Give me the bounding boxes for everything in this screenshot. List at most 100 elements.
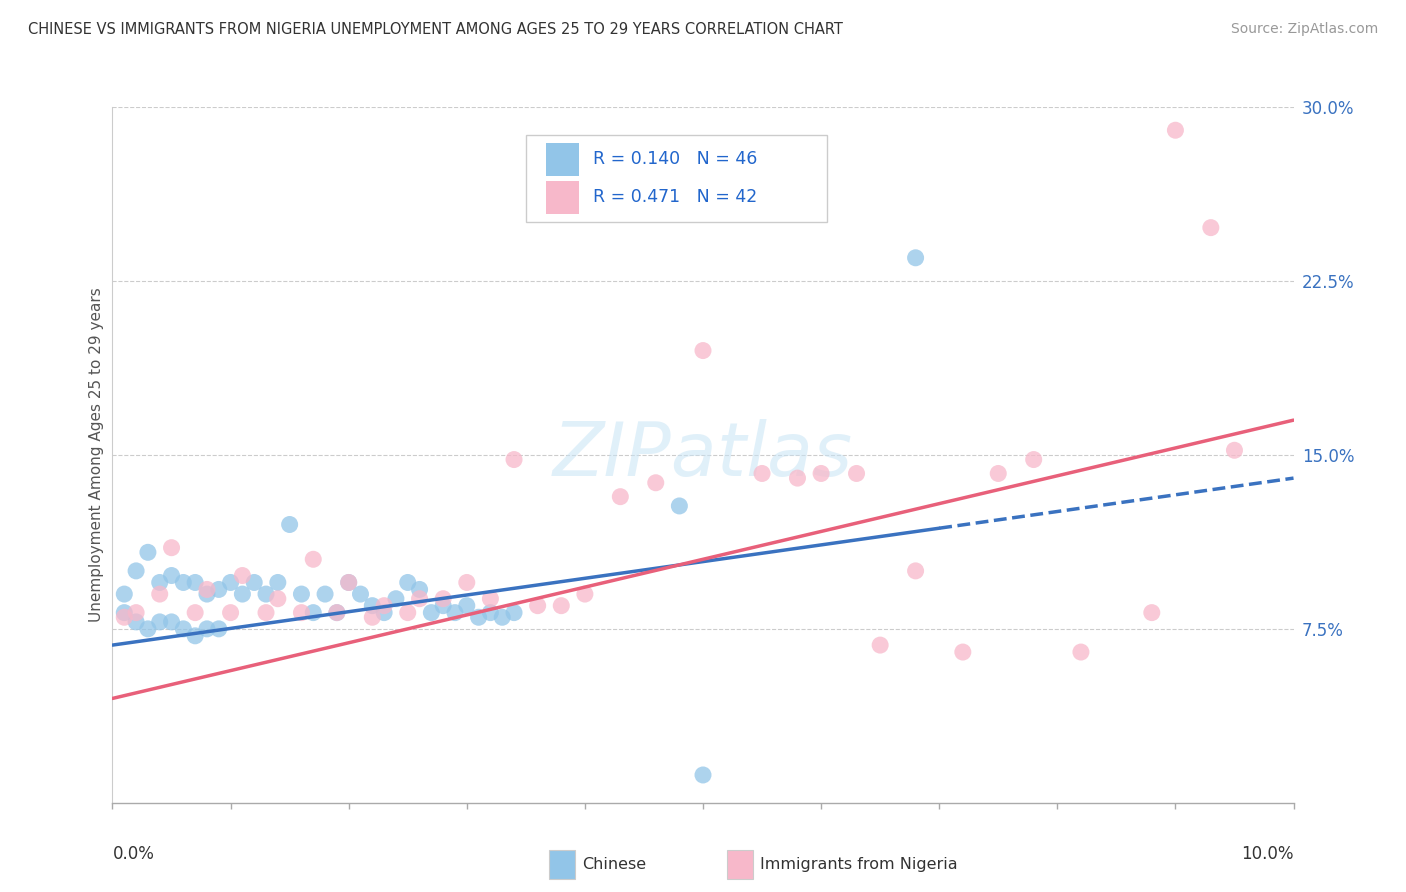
Point bbox=[136, 545, 159, 559]
Point bbox=[491, 610, 513, 624]
Point bbox=[668, 499, 690, 513]
Point bbox=[1070, 645, 1092, 659]
Point bbox=[112, 606, 135, 620]
FancyBboxPatch shape bbox=[546, 143, 579, 176]
Point bbox=[184, 606, 207, 620]
Point bbox=[869, 638, 891, 652]
FancyBboxPatch shape bbox=[546, 181, 579, 214]
Point bbox=[526, 599, 548, 613]
Point bbox=[172, 575, 194, 590]
Point bbox=[160, 615, 183, 629]
Point bbox=[160, 541, 183, 555]
Point bbox=[432, 599, 454, 613]
Point bbox=[314, 587, 336, 601]
Point bbox=[1140, 606, 1163, 620]
Point bbox=[337, 575, 360, 590]
FancyBboxPatch shape bbox=[526, 135, 827, 222]
Text: CHINESE VS IMMIGRANTS FROM NIGERIA UNEMPLOYMENT AMONG AGES 25 TO 29 YEARS CORREL: CHINESE VS IMMIGRANTS FROM NIGERIA UNEMP… bbox=[28, 22, 844, 37]
Point bbox=[1199, 220, 1222, 235]
Point bbox=[692, 343, 714, 358]
Point bbox=[267, 591, 290, 606]
Point bbox=[361, 610, 384, 624]
Point bbox=[326, 606, 349, 620]
Point bbox=[786, 471, 808, 485]
Point bbox=[396, 606, 419, 620]
Point bbox=[456, 599, 478, 613]
FancyBboxPatch shape bbox=[550, 850, 575, 880]
Point bbox=[904, 564, 927, 578]
Text: Source: ZipAtlas.com: Source: ZipAtlas.com bbox=[1230, 22, 1378, 37]
Point bbox=[987, 467, 1010, 481]
Point bbox=[467, 610, 489, 624]
Point bbox=[160, 568, 183, 582]
Point bbox=[479, 606, 502, 620]
Point bbox=[396, 575, 419, 590]
Point bbox=[1223, 443, 1246, 458]
Point bbox=[644, 475, 666, 490]
Point bbox=[208, 622, 231, 636]
Point bbox=[278, 517, 301, 532]
Point bbox=[503, 452, 526, 467]
Point bbox=[112, 587, 135, 601]
Point bbox=[219, 606, 242, 620]
Text: Chinese: Chinese bbox=[582, 856, 647, 871]
Point bbox=[125, 564, 148, 578]
Point bbox=[550, 599, 572, 613]
Point bbox=[904, 251, 927, 265]
Point bbox=[373, 599, 395, 613]
Text: Immigrants from Nigeria: Immigrants from Nigeria bbox=[759, 856, 957, 871]
Point bbox=[243, 575, 266, 590]
Point bbox=[112, 610, 135, 624]
Point bbox=[184, 629, 207, 643]
Point bbox=[373, 606, 395, 620]
Point bbox=[385, 591, 408, 606]
Point bbox=[290, 606, 312, 620]
Point bbox=[254, 587, 277, 601]
Point bbox=[219, 575, 242, 590]
Point bbox=[952, 645, 974, 659]
Point bbox=[149, 615, 172, 629]
Point bbox=[408, 582, 430, 597]
Point bbox=[149, 587, 172, 601]
Point bbox=[456, 575, 478, 590]
Point bbox=[231, 568, 253, 582]
Point bbox=[184, 575, 207, 590]
Point bbox=[420, 606, 443, 620]
Point bbox=[208, 582, 231, 597]
Point bbox=[337, 575, 360, 590]
Point bbox=[574, 587, 596, 601]
Point bbox=[751, 467, 773, 481]
Point bbox=[503, 606, 526, 620]
Point bbox=[692, 768, 714, 782]
Point bbox=[479, 591, 502, 606]
Text: 0.0%: 0.0% bbox=[112, 845, 155, 863]
Point bbox=[195, 587, 218, 601]
Point bbox=[195, 622, 218, 636]
Point bbox=[845, 467, 868, 481]
Point bbox=[1164, 123, 1187, 137]
Point bbox=[444, 606, 467, 620]
Text: 10.0%: 10.0% bbox=[1241, 845, 1294, 863]
Point bbox=[254, 606, 277, 620]
Point bbox=[136, 622, 159, 636]
Point bbox=[149, 575, 172, 590]
Point bbox=[408, 591, 430, 606]
Point bbox=[432, 591, 454, 606]
Point bbox=[1022, 452, 1045, 467]
Text: R = 0.140   N = 46: R = 0.140 N = 46 bbox=[593, 150, 758, 169]
Point bbox=[609, 490, 631, 504]
Point bbox=[267, 575, 290, 590]
Point bbox=[290, 587, 312, 601]
Point bbox=[125, 606, 148, 620]
Point bbox=[326, 606, 349, 620]
Y-axis label: Unemployment Among Ages 25 to 29 years: Unemployment Among Ages 25 to 29 years bbox=[89, 287, 104, 623]
Point bbox=[302, 552, 325, 566]
Text: ZIPatlas: ZIPatlas bbox=[553, 419, 853, 491]
Point bbox=[349, 587, 371, 601]
Point bbox=[361, 599, 384, 613]
Point bbox=[125, 615, 148, 629]
Text: R = 0.471   N = 42: R = 0.471 N = 42 bbox=[593, 188, 758, 206]
FancyBboxPatch shape bbox=[727, 850, 752, 880]
Point bbox=[195, 582, 218, 597]
Point bbox=[172, 622, 194, 636]
